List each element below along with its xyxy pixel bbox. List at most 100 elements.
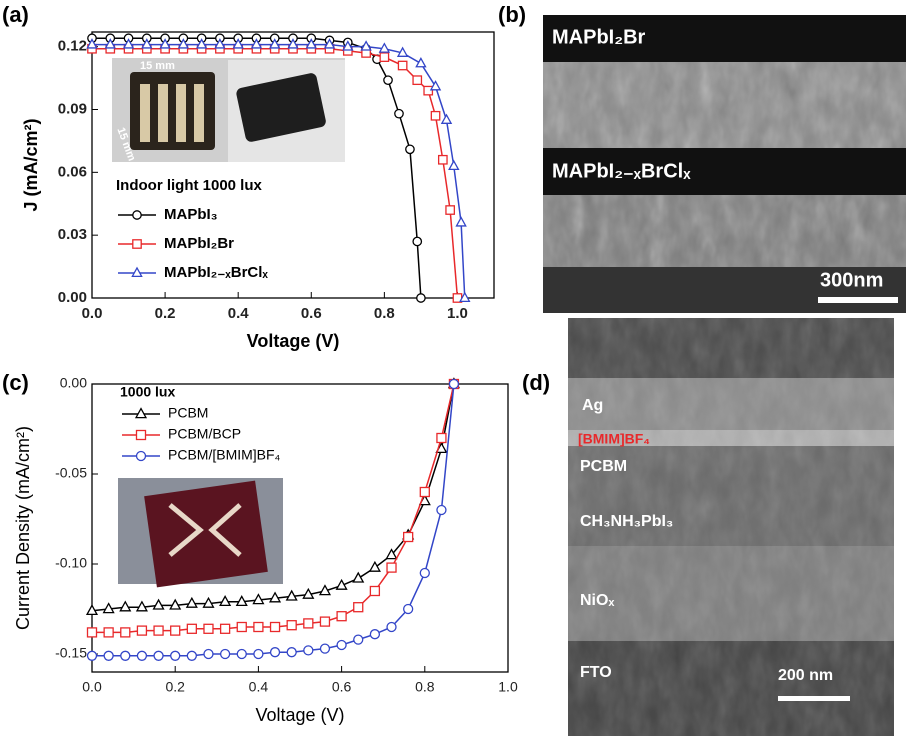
marker	[369, 585, 381, 597]
marker	[119, 600, 132, 612]
legend-marker	[135, 429, 147, 441]
marker	[368, 560, 381, 572]
marker	[415, 57, 427, 68]
layer-label: [BMIM]BF₄	[578, 431, 650, 447]
marker	[335, 578, 348, 590]
layer-label: FTO	[580, 664, 612, 681]
marker	[319, 616, 331, 627]
legend-label: PCBM/[BMIM]BF₄	[168, 447, 281, 463]
marker	[323, 38, 336, 49]
marker	[386, 621, 397, 633]
marker	[437, 154, 448, 165]
plot-frame	[91, 383, 509, 673]
x-tick-label: 0.8	[415, 679, 435, 695]
inset-electrode	[140, 84, 150, 142]
y-tick-label: 0.03	[58, 226, 87, 243]
marker	[170, 650, 181, 661]
marker	[403, 603, 414, 615]
sem-label: MAPbI₂₋ₓBrClₓ	[552, 160, 691, 182]
marker	[397, 60, 408, 71]
marker	[336, 611, 347, 622]
inset-electrode	[176, 84, 186, 142]
x-axis-label: Voltage (V)	[255, 705, 344, 725]
sem-texture	[543, 195, 906, 267]
marker	[302, 587, 315, 599]
x-tick-label: 0.6	[301, 305, 322, 322]
marker	[120, 650, 131, 661]
legend-label: MAPbI₂₋ₓBrClₓ	[164, 264, 268, 281]
marker	[436, 504, 447, 516]
marker	[318, 584, 332, 596]
marker	[152, 598, 165, 610]
marker	[141, 38, 153, 49]
marker	[219, 623, 231, 634]
legend-label: PCBM	[168, 405, 208, 421]
y-tick-label: 0.00	[58, 289, 87, 306]
marker	[252, 593, 265, 605]
marker	[396, 46, 409, 57]
marker	[214, 38, 226, 49]
marker	[305, 38, 317, 49]
y-tick-label: -0.10	[55, 555, 87, 571]
legend-label: MAPbI₂Br	[164, 235, 234, 252]
marker	[269, 38, 281, 49]
marker	[159, 38, 171, 49]
marker	[250, 38, 263, 49]
marker	[195, 38, 208, 49]
sem-texture	[568, 318, 894, 736]
scale-label: 300nm	[820, 269, 883, 291]
marker	[430, 110, 441, 121]
marker	[103, 650, 114, 661]
marker	[303, 618, 314, 629]
marker	[153, 625, 164, 636]
legend-marker	[134, 407, 148, 419]
marker	[385, 548, 398, 560]
marker	[360, 40, 372, 51]
marker	[169, 598, 182, 610]
marker	[236, 648, 247, 660]
inset-holder	[236, 73, 326, 142]
marker	[103, 627, 114, 638]
panel-label: (d)	[522, 370, 550, 395]
sem-label: MAPbI₂Br	[552, 26, 646, 48]
marker	[378, 42, 391, 53]
marker	[379, 52, 390, 62]
panel-label: (a)	[2, 2, 29, 27]
marker	[423, 85, 434, 96]
marker	[235, 595, 248, 607]
marker	[285, 589, 298, 601]
y-axis-label: J (mA/cm²)	[21, 118, 41, 211]
marker	[136, 625, 148, 636]
marker	[416, 293, 426, 303]
legend-marker	[131, 266, 143, 278]
marker	[353, 602, 364, 613]
marker	[86, 627, 98, 638]
marker	[177, 38, 190, 49]
y-axis-label: Current Density (mA/cm²)	[13, 426, 33, 630]
marker	[136, 650, 148, 661]
marker	[253, 648, 264, 660]
x-tick-label: 0.0	[82, 305, 103, 322]
layer-label: NiOₓ	[580, 592, 614, 609]
legend-label: PCBM/BCP	[168, 426, 241, 442]
y-tick-label: 0.06	[58, 163, 87, 180]
marker	[394, 108, 404, 119]
y-tick-label: 0.00	[60, 375, 87, 391]
inset-label: 15 mm	[140, 60, 175, 72]
marker	[268, 591, 282, 603]
sem-substrate	[543, 267, 906, 313]
inset-electrode	[158, 84, 168, 142]
marker	[448, 159, 460, 171]
marker	[185, 596, 198, 608]
series-line	[92, 37, 422, 299]
marker	[236, 621, 247, 633]
marker	[383, 75, 393, 86]
marker	[419, 486, 430, 498]
legend-title: Indoor light 1000 lux	[116, 177, 263, 194]
scale-bar	[818, 297, 898, 303]
y-tick-label: 0.09	[58, 100, 87, 117]
x-tick-label: 0.8	[374, 305, 395, 322]
marker	[405, 144, 415, 155]
marker	[459, 291, 471, 303]
